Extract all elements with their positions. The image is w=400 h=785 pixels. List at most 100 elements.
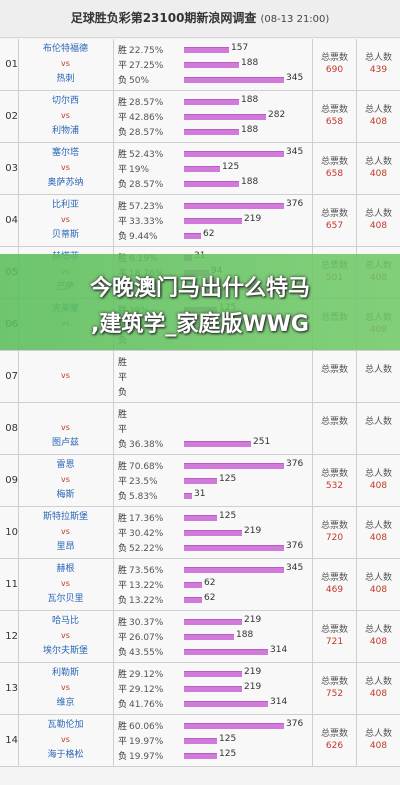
total-votes-label: 总票数 [320, 469, 348, 479]
vs-label: vs [61, 683, 70, 692]
home-team[interactable]: 布伦特福德 [42, 44, 88, 54]
lose-count: 31 [194, 489, 206, 499]
vs-label: vs [61, 475, 70, 484]
lose-count: 62 [203, 229, 215, 239]
votes-cell: 总票数 [313, 403, 357, 454]
home-team[interactable]: 斯特拉斯堡 [42, 512, 88, 522]
lose-label: 负 [118, 76, 128, 86]
match-number: 11 [0, 559, 19, 610]
lose-bar [184, 129, 239, 135]
total-people-label: 总人数 [364, 573, 392, 583]
total-votes-label: 总票数 [320, 209, 348, 219]
total-votes-label: 总票数 [320, 417, 348, 427]
table-row: 09 雷恩 vs 梅斯 胜 70.68% 376 平 23.5% 125 负 5.83% 31 总票数 53… [0, 455, 400, 507]
total-people-label: 总人数 [364, 157, 392, 167]
away-team[interactable]: 维京 [56, 698, 75, 708]
votes-cell: 总票数 532 [313, 455, 357, 506]
home-team[interactable]: 哈马比 [51, 616, 79, 626]
home-team[interactable]: 赫根 [56, 564, 75, 574]
lose-percent: 41.76% [129, 700, 164, 710]
away-team[interactable]: 梅斯 [56, 490, 75, 500]
vote-bars: 胜 70.68% 376 平 23.5% 125 负 5.83% 31 [114, 455, 313, 506]
lose-label: 负 [118, 544, 128, 554]
home-team[interactable]: 雷恩 [56, 460, 75, 470]
vote-bars: 胜平负 36.38% 251 [114, 403, 313, 454]
home-team[interactable]: 塞尔塔 [51, 148, 79, 158]
draw-percent: 13.22% [129, 581, 164, 591]
draw-label: 平 [118, 217, 128, 227]
lose-percent: 28.57% [129, 180, 164, 190]
lose-percent: 5.83% [129, 492, 158, 502]
match-number: 03 [0, 143, 19, 194]
total-people-value: 408 [369, 585, 388, 595]
draw-bar [184, 530, 242, 536]
win-percent: 57.23% [129, 202, 164, 212]
away-team[interactable]: 利物浦 [51, 126, 79, 136]
total-votes-value: 720 [325, 533, 344, 543]
lose-bar [184, 701, 268, 707]
away-team[interactable]: 埃尔夫斯堡 [42, 646, 88, 656]
total-people-value: 408 [369, 117, 388, 127]
lose-line: 负 36.38% 251 [118, 437, 270, 450]
teams-cell: 比利亚 vs 贝蒂斯 [18, 195, 114, 246]
win-label: 胜 [118, 150, 128, 160]
away-team[interactable]: 图卢兹 [51, 438, 79, 448]
teams-cell: 切尔西 vs 利物浦 [18, 91, 114, 142]
total-votes-value: 657 [325, 221, 344, 231]
draw-bar [184, 686, 242, 692]
win-line: 胜 73.56% 345 [118, 563, 303, 576]
lose-percent: 43.55% [129, 648, 164, 658]
total-people-label: 总人数 [364, 105, 392, 115]
vs-label: vs [61, 631, 70, 640]
lose-percent: 28.57% [129, 128, 164, 138]
people-cell: 总人数 439 [357, 39, 400, 90]
vote-bars: 胜 22.75% 157 平 27.25% 188 负 50% 345 [114, 39, 313, 90]
home-team[interactable]: 利勒斯 [51, 668, 79, 678]
match-number: 07 [0, 351, 19, 402]
win-percent: 22.75% [129, 46, 164, 56]
lose-count: 125 [219, 749, 237, 759]
win-count: 376 [286, 719, 304, 729]
draw-count: 125 [219, 474, 237, 484]
win-line: 胜 29.12% 219 [118, 667, 261, 680]
draw-percent: 19.97% [129, 737, 164, 747]
lose-line: 负 52.22% 376 [118, 541, 303, 554]
away-team[interactable]: 热刺 [56, 74, 75, 84]
people-cell: 总人数 408 [357, 143, 400, 194]
vs-label: vs [61, 163, 70, 172]
lose-count: 62 [204, 593, 216, 603]
table-row: 02 切尔西 vs 利物浦胜 28.57% 188 平 42.86% 282 负 28.57% 188… [0, 91, 400, 143]
away-team[interactable]: 瓦尔贝里 [47, 594, 84, 604]
people-cell: 总人数 [357, 351, 400, 402]
votes-cell: 总票数 626 [313, 715, 357, 766]
draw-bar [184, 738, 217, 744]
table-row: 11 赫根 vs 瓦尔贝里 胜 73.56% 345 平 13.22% 62 负 13.22% 62 总票… [0, 559, 400, 611]
draw-label: 平 [118, 165, 128, 175]
total-votes-value: 532 [325, 481, 344, 491]
draw-label: 平 [118, 581, 128, 591]
win-label: 胜 [118, 358, 128, 368]
win-count: 125 [219, 511, 237, 521]
home-team[interactable]: 瓦勒伦加 [47, 720, 84, 730]
vote-bars: 胜 73.56% 345 平 13.22% 62 负 13.22% 62 [114, 559, 313, 610]
lose-count: 314 [270, 645, 288, 655]
total-people-value: 408 [369, 741, 388, 751]
away-team[interactable]: 贝蒂斯 [51, 230, 79, 240]
draw-count: 188 [241, 58, 259, 68]
draw-percent: 23.5% [129, 477, 158, 487]
away-team[interactable]: 海于格松 [47, 750, 84, 760]
total-votes-value: 626 [325, 741, 344, 751]
home-team[interactable]: 切尔西 [51, 96, 79, 106]
people-cell: 总人数 408 [357, 455, 400, 506]
win-line: 胜 [118, 355, 167, 368]
away-team[interactable]: 里昂 [56, 542, 75, 552]
home-team[interactable]: 比利亚 [51, 200, 79, 210]
banner-overlay[interactable]: 今晚澳门马出什么特马 ,建筑学_家庭版WWG [0, 254, 400, 350]
win-percent: 17.36% [129, 514, 164, 524]
lose-count: 314 [270, 697, 288, 707]
vs-label: vs [61, 371, 70, 380]
away-team[interactable]: 奥萨苏纳 [47, 178, 84, 188]
win-label: 胜 [118, 46, 128, 56]
draw-line: 平 30.42% 219 [118, 526, 261, 539]
lose-label: 负 [118, 596, 128, 606]
